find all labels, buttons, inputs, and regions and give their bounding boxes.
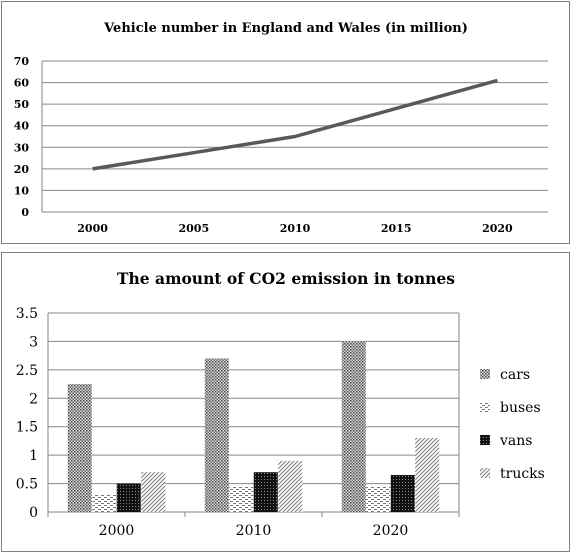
x-tick-label: 2015 [381,222,412,235]
line-chart-title: Vehicle number in England and Wales (in … [103,21,468,36]
bar-buses-2010 [229,486,254,512]
x-tick-label: 2005 [178,222,209,235]
legend-swatch-trucks [480,468,490,478]
y-tick-label: 2.5 [16,363,38,379]
y-tick-label: 40 [14,120,30,133]
legend-swatch-cars [480,369,490,379]
y-tick-label: 50 [14,98,30,111]
y-tick-label: 2 [29,391,38,407]
x-tick-label: 2010 [280,222,311,235]
bar-cars-2000 [67,384,92,512]
bar-vans-2020 [390,475,415,512]
line-chart-y-axis: 0 10 20 30 40 50 60 70 [14,55,43,219]
legend-label-trucks: trucks [500,466,545,482]
y-tick-label: 30 [14,141,30,154]
legend-label-vans: vans [499,433,532,449]
bar-chart-gridlines [48,312,459,513]
bar-trucks-2010 [278,460,303,512]
line-chart: Vehicle number in England and Wales (in … [14,21,548,235]
bar-buses-2000 [92,494,117,512]
x-tick-label: 2000 [77,222,108,235]
bar-trucks-2020 [415,438,440,512]
bar-chart-legend: cars buses vans trucks [480,367,545,482]
y-tick-label: 0.5 [16,477,38,493]
x-tick-label: 2020 [373,523,409,539]
x-tick-label: 2020 [482,222,513,235]
bar-chart-title: The amount of CO2 emission in tonnes [117,269,455,288]
y-tick-label: 0 [29,505,38,521]
bar-chart-y-axis: 0 0.5 1 1.5 2 2.5 3 3.5 [16,306,460,521]
y-tick-label: 20 [14,163,30,176]
y-tick-label: 70 [14,55,30,68]
bar-chart-panel: The amount of CO2 emission in tonnes 0 0.… [1,252,570,552]
legend-swatch-vans [480,435,490,445]
line-chart-series [92,78,498,171]
y-tick-label: 3 [29,334,38,350]
legend-swatch-buses [480,402,490,412]
legend-label-cars: cars [500,367,530,383]
x-tick-label: 2000 [99,523,135,539]
bar-chart-x-axis: 2000 2010 2020 [99,523,409,539]
line-chart-x-axis: 2000 2005 2010 2015 2020 [77,222,513,235]
y-tick-label: 0 [21,206,29,219]
bar-cars-2020 [341,341,366,512]
y-tick-label: 10 [14,184,30,197]
line-chart-panel: Vehicle number in England and Wales (in … [1,1,570,244]
bar-cars-2010 [204,358,229,512]
y-tick-label: 3.5 [16,306,38,322]
y-tick-label: 1 [29,448,38,464]
bar-trucks-2000 [141,472,166,512]
series-line [92,78,498,171]
bar-vans-2000 [116,483,141,512]
x-tick-label: 2010 [236,523,272,539]
bar-chart-bars [67,341,440,512]
legend-label-buses: buses [500,400,541,416]
bar-chart: The amount of CO2 emission in tonnes 0 0.… [16,269,545,539]
y-tick-label: 60 [14,77,30,90]
bar-vans-2010 [253,472,278,512]
y-tick-label: 1.5 [16,420,38,436]
bar-buses-2020 [366,486,391,512]
line-chart-gridlines [42,60,548,213]
